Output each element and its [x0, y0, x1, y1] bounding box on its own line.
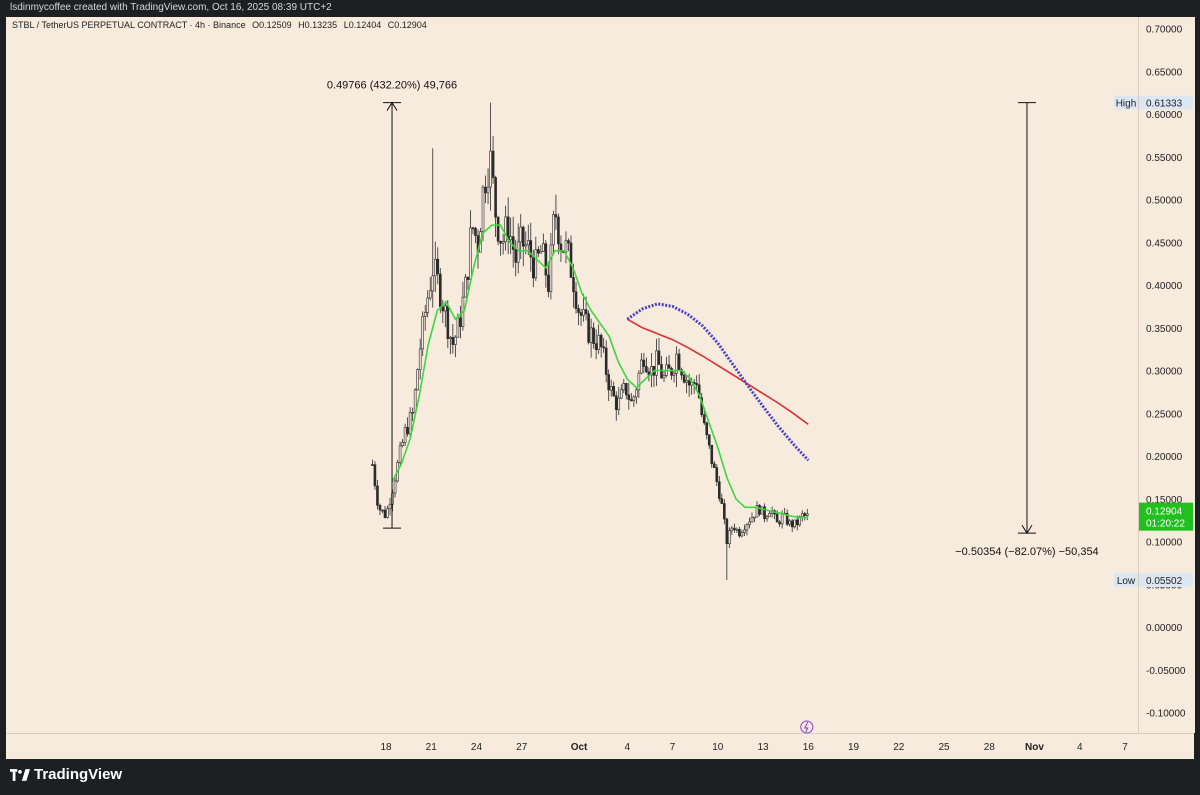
created-with-text: lsdinmycoffee created with TradingView.c… — [10, 2, 332, 13]
price-axis[interactable] — [1138, 17, 1195, 733]
created-with-header: lsdinmycoffee created with TradingView.c… — [6, 0, 1194, 17]
tradingview-brand[interactable]: TradingView — [10, 766, 122, 783]
time-axis[interactable] — [6, 733, 1194, 759]
ohlc-close: C0.12904 — [387, 20, 427, 30]
symbol-name: STBL / TetherUS PERPETUAL CONTRACT · 4h … — [12, 20, 246, 30]
ohlc-open: O0.12509 — [252, 20, 292, 30]
symbol-legend: STBL / TetherUS PERPETUAL CONTRACT · 4h … — [12, 20, 431, 30]
tradingview-logo-icon — [10, 768, 30, 781]
ohlc-low: L0.12404 — [343, 20, 382, 30]
chart-area[interactable] — [6, 17, 1138, 733]
ohlc-high: H0.13235 — [298, 20, 338, 30]
brand-name: TradingView — [34, 766, 123, 783]
